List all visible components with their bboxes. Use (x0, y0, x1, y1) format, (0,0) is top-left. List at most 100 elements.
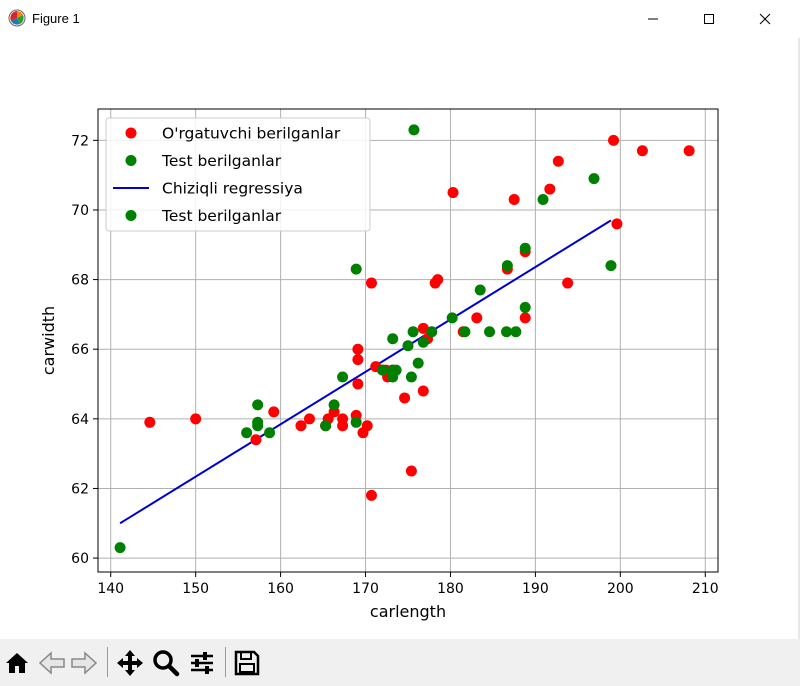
forward-button[interactable] (70, 649, 98, 677)
x-tick-label: 140 (97, 581, 124, 597)
train-point (608, 134, 620, 146)
y-tick-label: 62 (71, 481, 89, 497)
train-point (303, 413, 315, 425)
test-points (114, 124, 617, 554)
legend-label: Chiziqli regressiya (162, 180, 303, 198)
minimize-button[interactable] (630, 0, 676, 38)
legend-label: Test berilganlar (161, 207, 282, 225)
test-point (252, 399, 264, 411)
save-button[interactable] (233, 649, 261, 677)
scatter-chart: 140 150 160 170 180 190 200 210 60 62 64 66 68 70 72 c… (39, 108, 719, 621)
train-point (405, 465, 417, 477)
test-point (390, 364, 402, 376)
x-tick-label: 150 (182, 581, 209, 597)
train-point (519, 312, 531, 324)
train-point (636, 145, 648, 157)
train-point (337, 420, 349, 432)
x-tick-label: 170 (352, 581, 379, 597)
y-tick-label: 72 (71, 133, 89, 149)
test-point (405, 371, 417, 383)
train-point (544, 183, 556, 195)
x-tick-label: 190 (522, 581, 549, 597)
maximize-button[interactable] (686, 0, 732, 38)
test-point (474, 284, 486, 296)
train-point (471, 312, 483, 324)
axis-ticks: 140 150 160 170 180 190 200 210 60 62 64 66 68 70 72 (71, 133, 718, 597)
window-titlebar: Figure 1 (0, 0, 800, 38)
test-point (408, 124, 420, 136)
train-point (144, 416, 156, 428)
train-point (399, 392, 411, 404)
y-tick-label: 64 (71, 412, 89, 428)
test-point (605, 260, 617, 272)
train-point (190, 413, 202, 425)
test-point (484, 326, 496, 338)
matplotlib-app-icon (8, 9, 26, 27)
configure-subplots-button[interactable] (188, 649, 216, 677)
test-point (412, 357, 424, 369)
maximize-icon (704, 14, 714, 24)
back-icon (38, 651, 65, 675)
test-point (510, 326, 522, 338)
test-point (252, 416, 264, 428)
test-point (350, 416, 362, 428)
train-point (268, 406, 280, 418)
x-axis-label: carlength (370, 602, 446, 621)
test-point (350, 263, 362, 275)
test-point (402, 340, 414, 352)
test-point (114, 542, 126, 554)
test-point (377, 364, 389, 376)
close-icon (759, 13, 771, 25)
regression-line-segment (119, 219, 612, 525)
train-point (508, 194, 520, 206)
y-tick-label: 60 (71, 551, 89, 567)
train-point (611, 218, 623, 230)
train-point (417, 385, 429, 397)
test-point (519, 301, 531, 313)
home-button[interactable] (3, 649, 31, 677)
test-point (446, 312, 458, 324)
axes-frame (97, 108, 719, 573)
train-point (417, 322, 429, 334)
train-point (365, 489, 377, 501)
train-point (432, 274, 444, 286)
x-tick-label: 210 (692, 581, 719, 597)
train-point (352, 378, 364, 390)
test-point (241, 427, 253, 439)
pan-button[interactable] (116, 649, 144, 677)
zoom-button[interactable] (152, 649, 180, 677)
test-point (417, 336, 429, 348)
test-point (337, 371, 349, 383)
forward-icon (71, 651, 98, 675)
home-icon (6, 653, 28, 673)
train-point (361, 420, 373, 432)
x-tick-label: 160 (267, 581, 294, 597)
test-point (426, 326, 438, 338)
test-point (328, 399, 340, 411)
y-tick-label: 68 (71, 273, 89, 289)
window-title: Figure 1 (32, 11, 80, 26)
legend-marker-swatch (125, 155, 137, 166)
test-point (501, 260, 513, 272)
test-point (588, 173, 600, 185)
navigation-toolbar (0, 639, 800, 686)
y-tick-label: 66 (71, 342, 89, 358)
train-point (683, 145, 695, 157)
window-edge (798, 38, 800, 639)
y-tick-label: 70 (71, 203, 89, 219)
back-button[interactable] (38, 649, 66, 677)
close-button[interactable] (742, 0, 788, 38)
legend-label: O'rgatuvchi berilganlar (162, 125, 341, 143)
y-axis-label: carwidth (39, 306, 58, 375)
test-point (387, 333, 399, 345)
test-point (407, 326, 419, 338)
configure-subplots-icon (191, 652, 213, 674)
zoom-icon (153, 650, 180, 677)
legend: O'rgatuvchi berilganlar Test berilganlar C… (105, 117, 371, 232)
x-tick-label: 180 (437, 581, 464, 597)
toolbar-separator (225, 647, 226, 677)
test-point (519, 242, 531, 254)
toolbar-separator (107, 647, 108, 677)
legend-marker-swatch (125, 127, 137, 139)
regression-line (119, 219, 612, 525)
